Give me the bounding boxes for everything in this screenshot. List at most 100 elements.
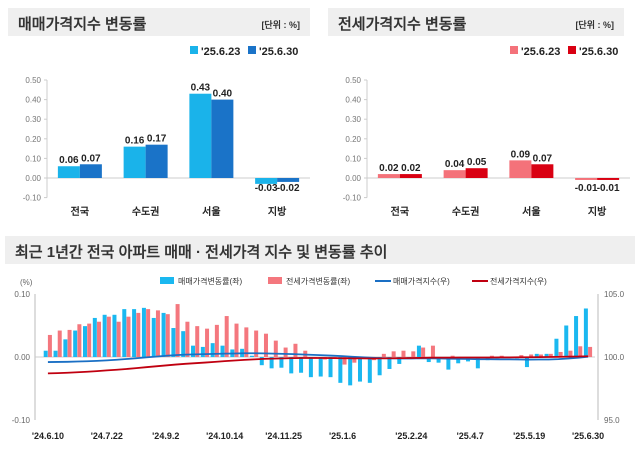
- bar-jeonse-53: [568, 350, 573, 357]
- bar-jeonse-11: [155, 310, 160, 357]
- bar-수도권-1: [145, 144, 168, 178]
- legend-label: '25.6.30: [259, 46, 298, 58]
- legend-swatch: [160, 277, 174, 284]
- data-label: 0.40: [213, 89, 233, 100]
- bar-sale-9: [132, 309, 137, 357]
- bar-sale-13: [171, 328, 176, 357]
- bar-sale-17: [210, 343, 215, 357]
- bar-sale-11: [151, 317, 156, 357]
- legend-label: '25.6.23: [521, 46, 560, 58]
- y-tick-label: 0.00: [25, 174, 41, 183]
- bar-sale-55: [583, 308, 588, 357]
- data-label: 0.43: [191, 83, 211, 94]
- legend-swatch: [190, 46, 198, 54]
- jeonse-chart-unit: [단위 : %]: [575, 20, 614, 30]
- legend-label: '25.6.30: [579, 46, 618, 58]
- bar-sale-15: [191, 345, 196, 357]
- bar-서울-1: [211, 99, 234, 178]
- bar-jeonse-41: [450, 355, 455, 357]
- bar-jeonse-50: [538, 354, 543, 357]
- data-label: 0.09: [511, 149, 531, 160]
- bar-jeonse-23: [273, 340, 278, 357]
- data-label: 0.17: [147, 134, 167, 145]
- bar-jeonse-25: [293, 343, 298, 357]
- x-tick-label: '25.4.7: [457, 431, 484, 441]
- bar-jeonse-2: [67, 329, 72, 357]
- y-tick-label: 0.10: [345, 154, 361, 163]
- bar-jeonse-22: [263, 333, 268, 357]
- bar-jeonse-49: [529, 354, 534, 357]
- bar-jeonse-10: [146, 309, 151, 357]
- bar-jeonse-39: [430, 345, 435, 357]
- jeonse-chart-title: 전세가격지수 변동률: [338, 16, 467, 33]
- bar-sale-50: [534, 353, 539, 357]
- bar-sale-10: [141, 307, 146, 357]
- bar-jeonse-9: [136, 312, 141, 357]
- bar-jeonse-5: [97, 321, 102, 357]
- sale-chart-unit: [단위 : %]: [261, 20, 300, 30]
- bar-sale-7: [112, 314, 117, 357]
- bar-jeonse-4: [87, 323, 92, 357]
- category-label: 지방: [268, 205, 287, 218]
- bar-jeonse-46: [499, 355, 504, 357]
- bar-지방-0: [255, 178, 278, 184]
- bar-jeonse-21: [254, 330, 259, 357]
- bar-sale-0: [43, 350, 48, 357]
- category-label: 서울: [202, 205, 220, 218]
- bar-jeonse-34: [381, 353, 386, 357]
- bar-sale-38: [416, 345, 421, 357]
- category-label: 전국: [71, 205, 89, 218]
- category-label: 서울: [522, 205, 540, 218]
- bar-sale-42: [456, 357, 461, 364]
- y-tick-label: 0.40: [25, 96, 41, 105]
- legend-swatch: [568, 46, 576, 54]
- bar-sale-4: [82, 326, 87, 357]
- bar-수도권-1: [465, 168, 488, 178]
- bar-jeonse-12: [165, 314, 170, 357]
- bar-jeonse-8: [126, 316, 131, 357]
- bar-전국-1: [399, 174, 422, 178]
- bar-sale-39: [426, 357, 431, 363]
- x-tick-label: '25.6.30: [572, 431, 604, 441]
- category-label: 지방: [588, 205, 607, 218]
- bar-전국-1: [79, 164, 102, 178]
- legend-label: 전세가격변동률(좌): [286, 276, 351, 286]
- bar-지방-0: [575, 178, 598, 180]
- x-tick-label: '24.10.14: [206, 431, 243, 441]
- sale-chart-title: 매매가격지수 변동률: [18, 16, 147, 33]
- bar-전국-0: [377, 174, 400, 178]
- bar-jeonse-15: [195, 326, 200, 357]
- bar-jeonse-54: [578, 346, 583, 357]
- bar-sale-51: [544, 353, 549, 357]
- bar-jeonse-36: [401, 350, 406, 357]
- data-label: -0.03: [255, 183, 278, 194]
- bar-sale-14: [181, 331, 186, 357]
- bar-jeonse-31: [352, 357, 357, 363]
- bar-sale-1: [53, 350, 58, 357]
- bar-sale-30: [338, 357, 343, 383]
- trend-chart-header: 최근 1년간 전국 아파트 매매 · 전세가격 지수 및 변동률 추이: [5, 236, 635, 264]
- y-tick-label: 0.20: [25, 135, 41, 144]
- bar-jeonse-18: [224, 316, 229, 357]
- bar-sale-6: [102, 314, 107, 357]
- bar-jeonse-51: [548, 353, 553, 357]
- bar-sale-2: [63, 339, 68, 357]
- y-right-tick-label: 95.0: [604, 416, 620, 425]
- bar-jeonse-0: [47, 334, 52, 357]
- data-label: 0.06: [59, 155, 79, 166]
- x-tick-label: '25.2.24: [395, 431, 427, 441]
- bar-지방-1: [277, 178, 300, 182]
- bar-jeonse-16: [205, 328, 210, 357]
- legend-label: 매매가격변동률(좌): [178, 276, 243, 286]
- y-tick-label: 0.50: [25, 76, 41, 85]
- bar-sale-5: [92, 317, 97, 357]
- jeonse-chart-header: 전세가격지수 변동률 [단위 : %]: [328, 8, 624, 36]
- line-sale-index: [47, 352, 589, 363]
- bar-sale-3: [73, 330, 78, 357]
- line-jeonse-index: [47, 355, 589, 375]
- sale-chart-header: 매매가격지수 변동률 [단위 : %]: [8, 8, 310, 36]
- trend-chart-title: 최근 1년간 전국 아파트 매매 · 전세가격 지수 및 변동률 추이: [15, 244, 388, 261]
- category-label: 수도권: [132, 206, 160, 218]
- bar-sale-52: [554, 338, 559, 357]
